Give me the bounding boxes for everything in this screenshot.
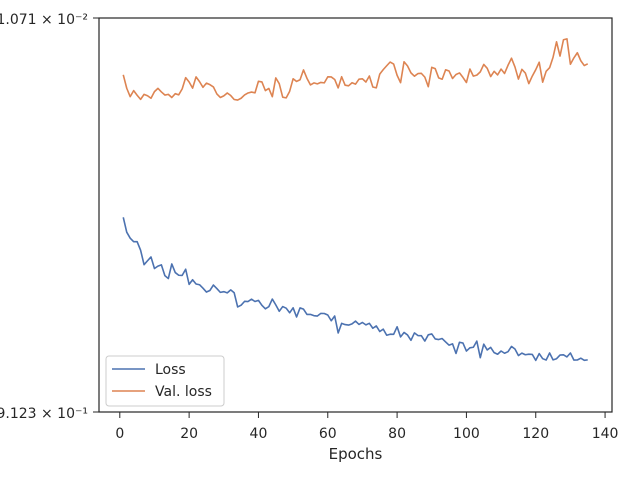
legend: Loss Val. loss [105, 355, 225, 407]
x-tick-label-60: 60 [319, 426, 337, 442]
x-axis-ticks: 0 20 40 60 80 100 120 140 [115, 412, 618, 442]
legend-label-loss: Loss [155, 362, 186, 378]
series-line-loss [122, 217, 588, 362]
x-tick-label-140: 140 [592, 426, 619, 442]
x-tick-label-120: 120 [522, 426, 549, 442]
x-tick-label-100: 100 [453, 426, 480, 442]
y-tick-label-top: 1.071 × 10⁻² [0, 12, 88, 28]
x-tick-label-80: 80 [388, 426, 406, 442]
series-line-val-loss [122, 38, 589, 101]
y-tick-label-bottom: 9.123 × 10⁻¹ [0, 406, 88, 422]
x-tick-label-20: 20 [180, 426, 198, 442]
x-axis-label: Epochs [329, 445, 383, 463]
x-tick-label-40: 40 [250, 426, 268, 442]
x-tick-label-0: 0 [115, 426, 124, 442]
axes-frame [98, 17, 613, 413]
series-layer [122, 38, 589, 362]
legend-label-val-loss: Val. loss [155, 384, 212, 400]
plot-area [99, 18, 612, 412]
